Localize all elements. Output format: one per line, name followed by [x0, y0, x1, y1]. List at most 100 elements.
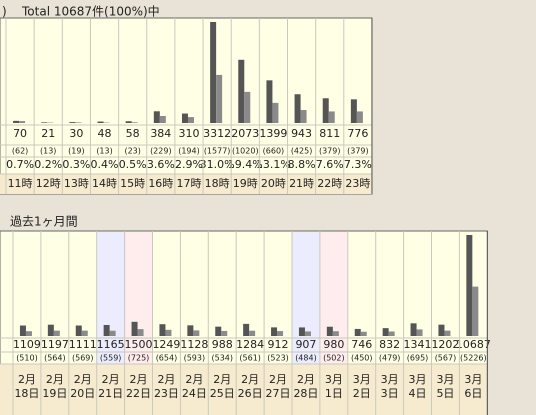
value-label: 70 [13, 127, 27, 140]
category-label: 3月 [353, 373, 371, 386]
category-label: 2月 [185, 373, 203, 386]
column-background [264, 232, 292, 364]
bar [243, 323, 250, 336]
sub-value-label: (23) [124, 147, 140, 156]
sub-value-label: (534) [211, 354, 233, 363]
bar [472, 286, 479, 336]
value-label: 980 [323, 338, 344, 351]
category-label: 15時 [120, 177, 145, 190]
bar [75, 325, 82, 336]
value-label: 1202 [431, 338, 459, 351]
label-row [0, 364, 488, 415]
category-label: 3月 [325, 373, 343, 386]
bar [47, 324, 54, 336]
value-label: 1249 [152, 338, 180, 351]
sub-value-label: (479) [379, 354, 401, 363]
category-label: 2月 [241, 373, 259, 386]
bar [438, 324, 445, 336]
bar [249, 330, 256, 336]
bar [382, 328, 389, 336]
bar [19, 121, 26, 123]
category-label: 19日 [42, 387, 67, 400]
bar [466, 235, 473, 336]
category-label: 21日 [98, 387, 123, 400]
value-label: 21 [41, 127, 55, 140]
bar [326, 326, 333, 336]
sub-value-label: (523) [267, 354, 289, 363]
value-label: 832 [379, 338, 400, 351]
bar [69, 122, 76, 123]
bar [187, 325, 194, 336]
value-label: 58 [126, 127, 140, 140]
category-label: 21時 [289, 177, 314, 190]
bar [210, 22, 217, 123]
category-label: 18時 [205, 177, 230, 190]
value-label: 912 [268, 338, 289, 351]
percent-label: 0.5% [119, 158, 147, 171]
bar [81, 330, 88, 336]
bar [25, 331, 32, 336]
column-background [208, 232, 237, 364]
category-label: 2月 [130, 373, 148, 386]
bar [300, 110, 307, 123]
chart-title: Total 10687件(100%)中 [21, 4, 160, 19]
sub-value-label: (564) [44, 354, 66, 363]
bar [216, 74, 223, 123]
value-label: 30 [69, 127, 83, 140]
sub-value-label: (194) [178, 147, 200, 156]
bar [153, 111, 160, 123]
category-label: 2月 [213, 373, 231, 386]
bar [304, 331, 311, 336]
percent-label: 2.9% [175, 158, 203, 171]
bar [238, 59, 245, 123]
category-label: 13時 [64, 177, 89, 190]
sub-value-label: (725) [128, 354, 150, 363]
sub-value-label: (5226) [460, 354, 487, 363]
category-label: 22日 [126, 387, 151, 400]
bar [109, 330, 116, 336]
category-label: 16時 [148, 177, 173, 190]
sub-value-label: (695) [407, 354, 429, 363]
bar [350, 99, 357, 123]
value-label: 1165 [97, 338, 125, 351]
value-label: 746 [351, 338, 372, 351]
value-label: 1109 [13, 338, 41, 351]
bar [181, 113, 188, 123]
value-label: 907 [295, 338, 316, 351]
category-label: 3月 [381, 373, 399, 386]
bar [416, 329, 423, 336]
percent-label: 7.6% [316, 158, 344, 171]
value-label: 988 [212, 338, 233, 351]
category-label: 17時 [176, 177, 201, 190]
sub-value-label: (567) [435, 354, 457, 363]
bar [165, 329, 172, 336]
column-background [236, 232, 265, 364]
sub-value-label: (502) [323, 354, 345, 363]
sub-value-label: (654) [156, 354, 178, 363]
sub-value-label: (660) [263, 147, 285, 156]
column-background [180, 232, 209, 364]
percent-label: 0.7% [6, 158, 34, 171]
bar [328, 111, 335, 123]
sub-value-label: (19) [68, 147, 84, 156]
bar [244, 91, 251, 123]
column-background [40, 232, 69, 364]
sub-value-label: (13) [40, 147, 56, 156]
category-label: 2月 [157, 373, 175, 386]
bar [444, 330, 451, 336]
category-label: 23時 [345, 177, 370, 190]
bar [13, 120, 20, 123]
sub-value-label: (1020) [232, 147, 259, 156]
sub-value-label: (510) [16, 354, 38, 363]
percent-label: 0.4% [91, 158, 119, 171]
bar [360, 331, 367, 336]
bar [215, 326, 222, 336]
bar [388, 331, 395, 336]
value-label: 3312 [203, 127, 231, 140]
category-label: 5日 [436, 387, 454, 400]
bar [277, 331, 284, 336]
label-row [0, 174, 372, 194]
category-label: 2月 [74, 373, 92, 386]
column-background [431, 232, 460, 364]
percent-label: 0.3% [62, 158, 90, 171]
